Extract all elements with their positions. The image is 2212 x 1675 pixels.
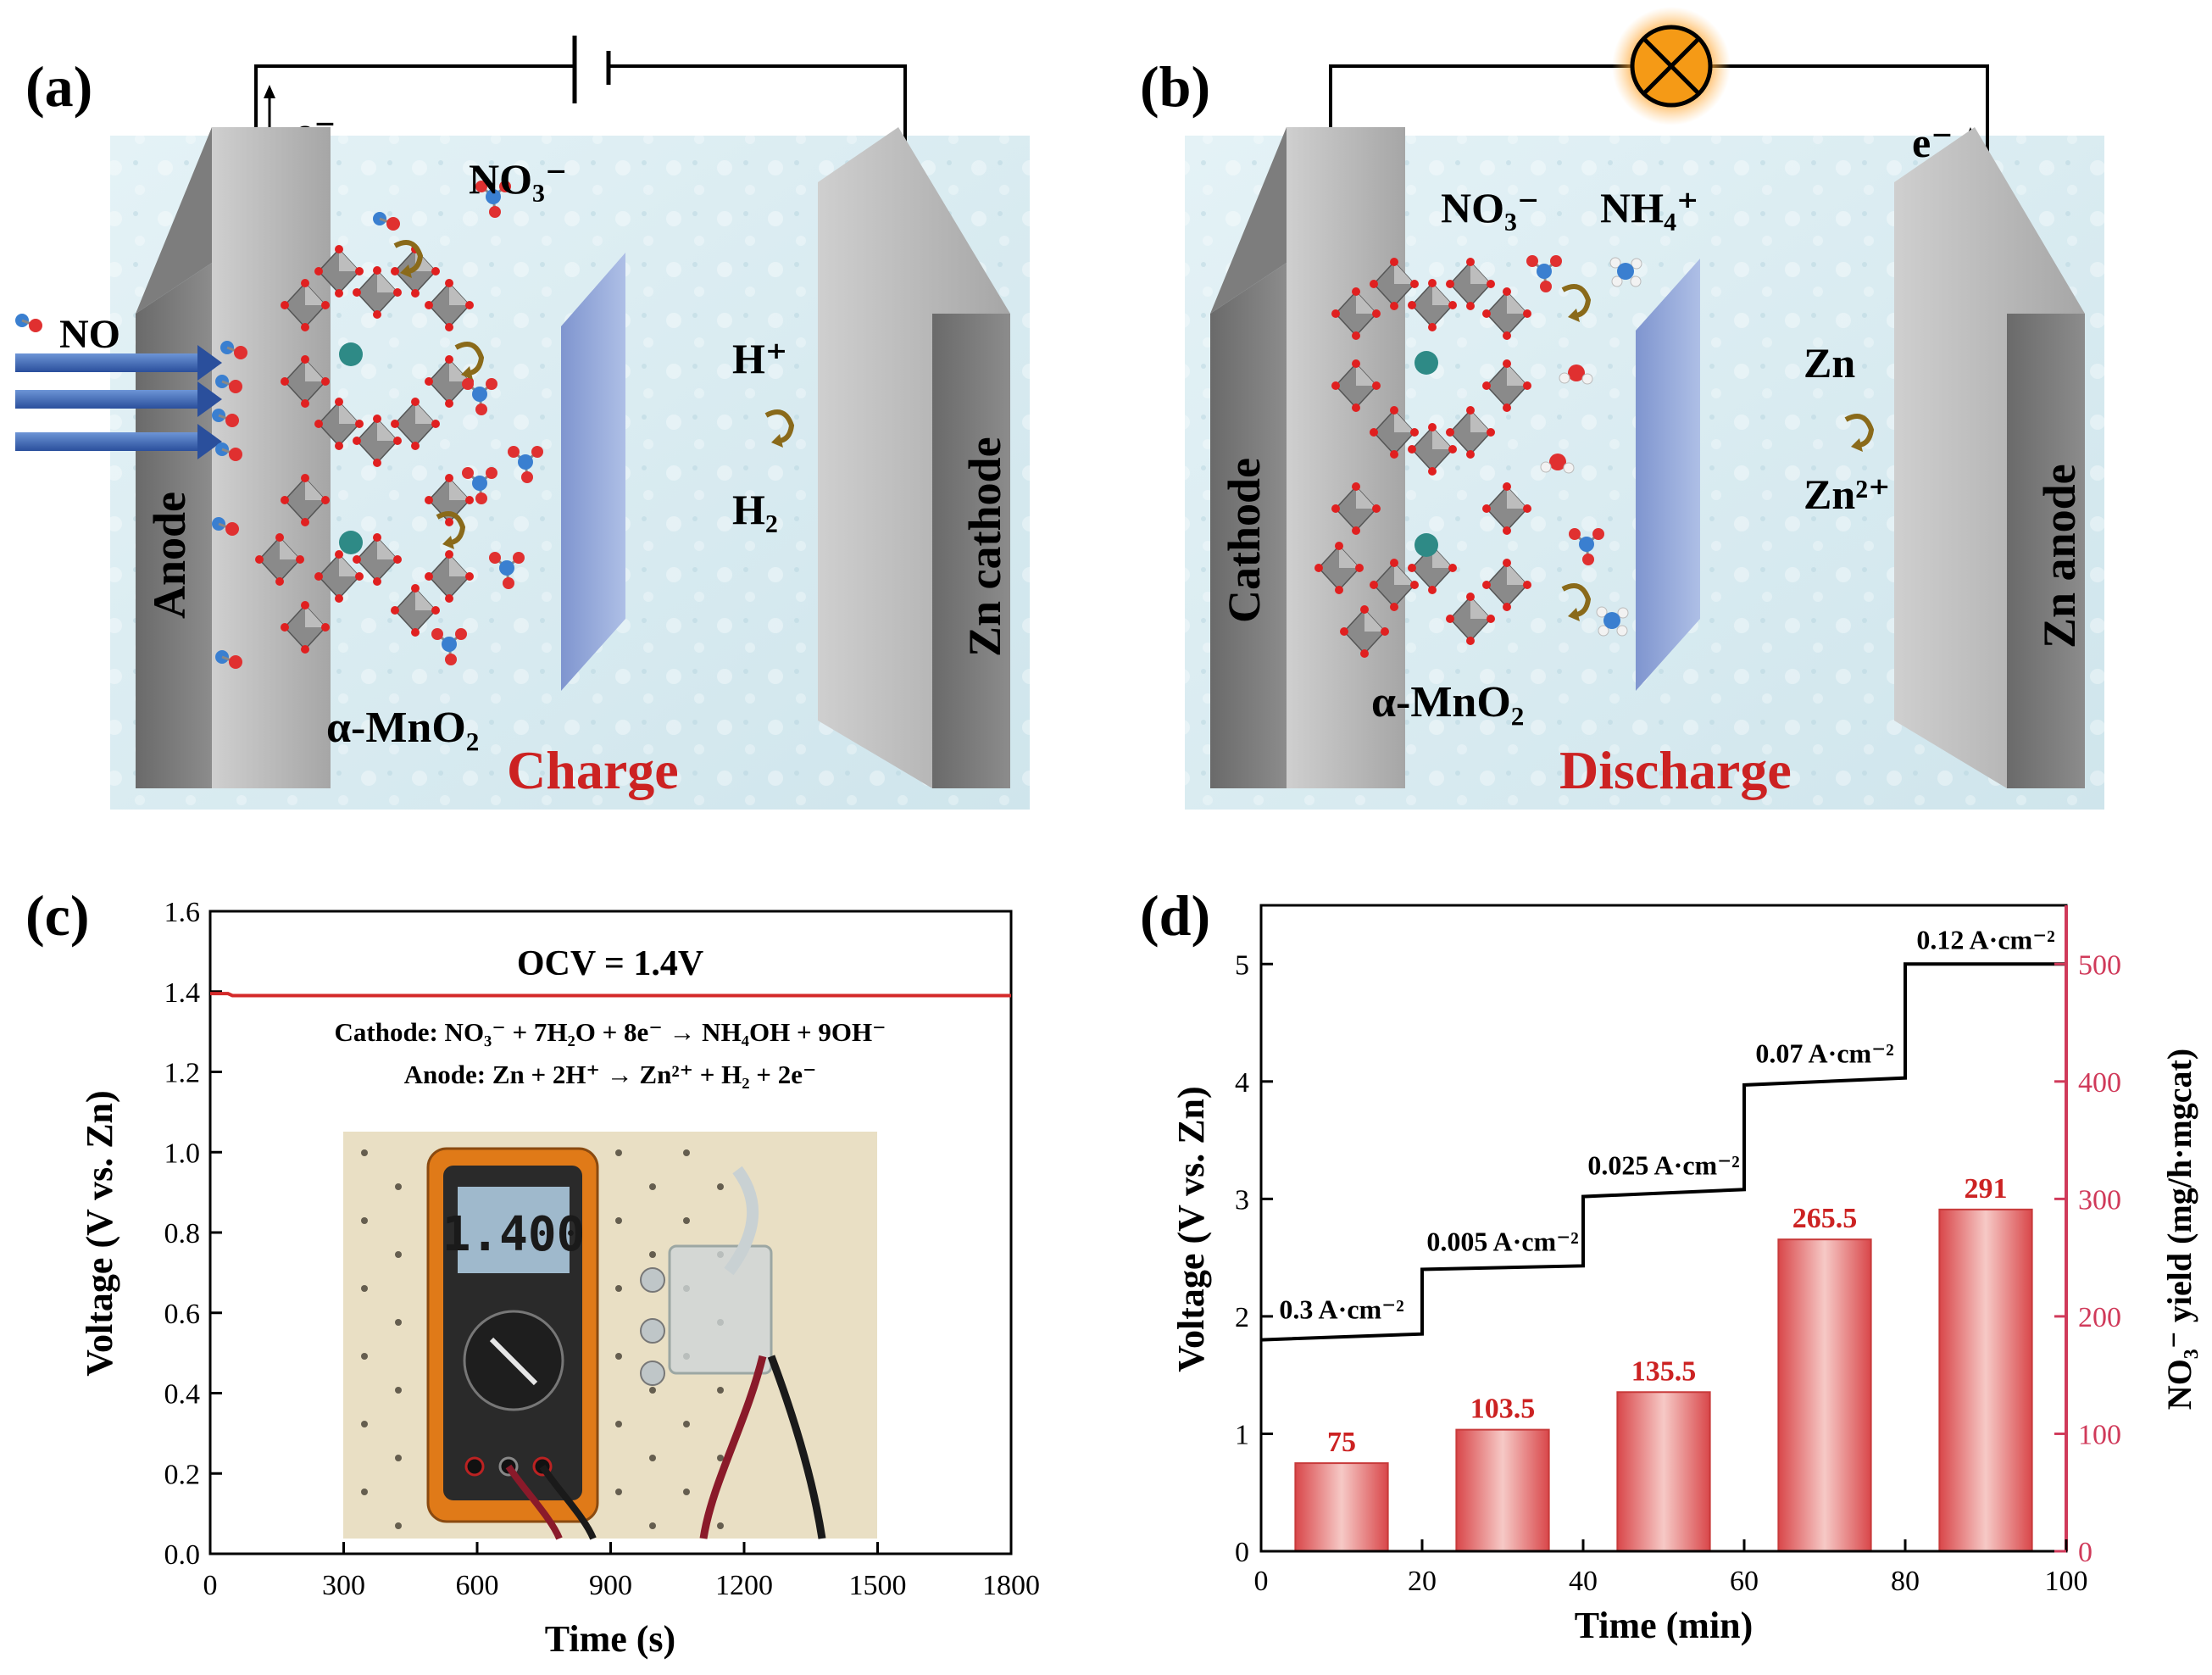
panel-c-y-tick-label: 0.4: [164, 1379, 201, 1411]
panel-d-y-axis-left-label: Voltage (V vs. Zn): [1170, 1086, 1212, 1372]
panel-a-anode-label: Anode: [144, 492, 195, 619]
panel-d-x-tick-label: 20: [1408, 1566, 1437, 1597]
panel-a-label: (a): [25, 54, 92, 119]
panel-c-chart: (c) 0 300 600 900 1200 1500 1800 0.0 0.2 0.4 0.6 0.…: [25, 883, 1040, 1660]
panel-c-ocv-text: OCV = 1.4V: [517, 944, 703, 983]
panel-d-bar-value-label: 103.5: [1470, 1394, 1536, 1425]
no-inflow-arrows: [15, 345, 222, 459]
panel-d-x-tick-label: 0: [1254, 1566, 1269, 1597]
panel-d-current-density-label: 0.3 A·cm⁻²: [1279, 1294, 1403, 1325]
panel-c-x-tick-label: 600: [456, 1570, 499, 1601]
panel-d-y-left-tick-label: 3: [1235, 1184, 1249, 1216]
panel-d-x-tick-label: 60: [1730, 1566, 1759, 1597]
panel-d-x-tick-label: 100: [2045, 1566, 2088, 1597]
panel-d-yield-bar: [1294, 1462, 1389, 1553]
panel-d-y-left-tick-label: 5: [1235, 949, 1249, 981]
panel-c-x-tick-label: 1800: [982, 1570, 1040, 1601]
panel-c-y-tick-label: 1.4: [164, 977, 201, 1009]
panel-d-yield-bar: [1938, 1208, 2033, 1553]
panel-c-x-tick-label: 0: [203, 1570, 218, 1601]
panel-c-x-axis-label: Time (s): [545, 1618, 675, 1660]
panel-d-y-left-tick-label: 4: [1235, 1067, 1249, 1099]
panel-b-label: (b): [1140, 54, 1210, 119]
panel-d-y-right-tick-label: 200: [2078, 1302, 2121, 1333]
panel-c-y-tick-label: 1.0: [164, 1138, 201, 1169]
panel-d-y-right-tick-label: 300: [2078, 1184, 2121, 1216]
panel-b-no3-label: NO₃⁻: [1441, 184, 1539, 231]
panel-d-y-left-tick-label: 2: [1235, 1302, 1249, 1333]
panel-d-y-left-tick-label: 1: [1235, 1419, 1249, 1450]
panel-b-mno2-framework: [1314, 257, 1532, 659]
panel-b-mode-label: Discharge: [1559, 740, 1792, 800]
panel-c-x-tick-label: 1500: [849, 1570, 907, 1601]
panel-d-current-density-label: 0.025 A·cm⁻²: [1587, 1149, 1739, 1180]
panel-a-schematic: (a) e⁻ Anode Zn cathode NO: [14, 36, 1030, 810]
panel-d-bar-value-label: 291: [1965, 1173, 2008, 1205]
panel-d-y-axis-right-label: NO₃⁻ yield (mg/h·mgcat): [2160, 1049, 2198, 1410]
panel-b-schematic: (b) e⁻ Cathode Zn anode: [1140, 7, 2104, 810]
panel-c-label: (c): [25, 883, 89, 948]
panel-b-mno2-label: α-MnO₂: [1371, 678, 1524, 726]
panel-d-chart: (d) 75 103.5 135.5 265.5 291 0.3 A·cm⁻² 0.005…: [1140, 883, 2198, 1646]
panel-d-current-density-label: 0.12 A·cm⁻²: [1916, 924, 2054, 954]
panel-c-anode-equation: Anode: Zn + 2H⁺ → Zn²⁺ + H₂ + 2e⁻: [404, 1060, 817, 1089]
panel-d-yield-bar: [1777, 1238, 1872, 1553]
panel-d-y-right-tick-label: 400: [2078, 1067, 2121, 1099]
panel-c-x-tick-label: 900: [589, 1570, 632, 1601]
panel-d-y-left-tick-label: 0: [1235, 1537, 1249, 1568]
panel-c-y-tick-label: 0.6: [164, 1299, 201, 1330]
meter-reading: 1.400: [442, 1207, 586, 1262]
panel-b-zn-anode-label: Zn anode: [2034, 464, 2085, 648]
panel-b-zn2-label: Zn²⁺: [1804, 470, 1891, 518]
panel-a-mno2-framework: [254, 244, 475, 654]
panel-d-bar-value-label: 135.5: [1631, 1355, 1697, 1387]
panel-a-h-plus-label: H⁺: [732, 335, 787, 382]
panel-a-membrane: [561, 253, 625, 691]
panel-d-y-right-tick-label: 0: [2078, 1537, 2093, 1568]
panel-c-y-tick-label: 1.6: [164, 897, 201, 928]
panel-b-nh4-label: NH₄⁺: [1600, 184, 1698, 231]
panel-c-cathode-equation: Cathode: NO₃⁻ + 7H₂O + 8e⁻ → NH₄OH + 9OH…: [335, 1017, 886, 1047]
panel-d-x-tick-label: 80: [1891, 1566, 1920, 1597]
panel-c-y-tick-label: 0.0: [164, 1539, 201, 1571]
panel-c-y-axis-label: Voltage (V vs. Zn): [79, 1090, 120, 1376]
panel-d-y-right-tick-label: 100: [2078, 1419, 2121, 1450]
panel-a-no-label: NO: [59, 312, 120, 357]
panel-a-zn-cathode-label: Zn cathode: [959, 437, 1010, 657]
panel-d-bar-value-label: 265.5: [1792, 1203, 1858, 1234]
panel-c-x-tick-label: 300: [322, 1570, 365, 1601]
panel-d-label: (d): [1140, 883, 1210, 948]
panel-b-zn-label: Zn: [1804, 339, 1855, 387]
panel-a-no3-label: NO₃⁻: [469, 155, 567, 203]
panel-d-y-right-tick-label: 500: [2078, 949, 2121, 981]
panel-d-current-density-label: 0.005 A·cm⁻²: [1426, 1226, 1578, 1256]
panel-d-x-axis-label: Time (min): [1575, 1605, 1753, 1646]
panel-c-y-tick-label: 1.2: [164, 1058, 201, 1089]
cathode-electrode: [1210, 263, 1287, 788]
panel-b-membrane: [1636, 259, 1700, 691]
panel-d-x-tick-label: 40: [1569, 1566, 1598, 1597]
multimeter-photo: 1.400: [343, 1132, 877, 1540]
panel-c-ocv-line: [210, 992, 1011, 998]
panel-d-yield-bar: [1616, 1391, 1711, 1552]
panel-a-mno2-label: α-MnO₂: [326, 704, 479, 752]
panel-a-mode-label: Charge: [507, 740, 679, 800]
panel-b-cathode-label: Cathode: [1219, 458, 1270, 623]
panel-c-x-tick-label: 1200: [715, 1570, 773, 1601]
panel-d-voltage-line: [1260, 962, 2066, 1342]
panel-c-y-tick-label: 0.8: [164, 1218, 201, 1249]
panel-c-y-tick-label: 0.2: [164, 1459, 201, 1490]
panel-d-current-density-label: 0.07 A·cm⁻²: [1755, 1038, 1893, 1069]
panel-a-h2-label: H₂: [732, 486, 778, 533]
panel-d-yield-bar: [1455, 1428, 1550, 1553]
panel-d-bar-value-label: 75: [1327, 1427, 1356, 1458]
